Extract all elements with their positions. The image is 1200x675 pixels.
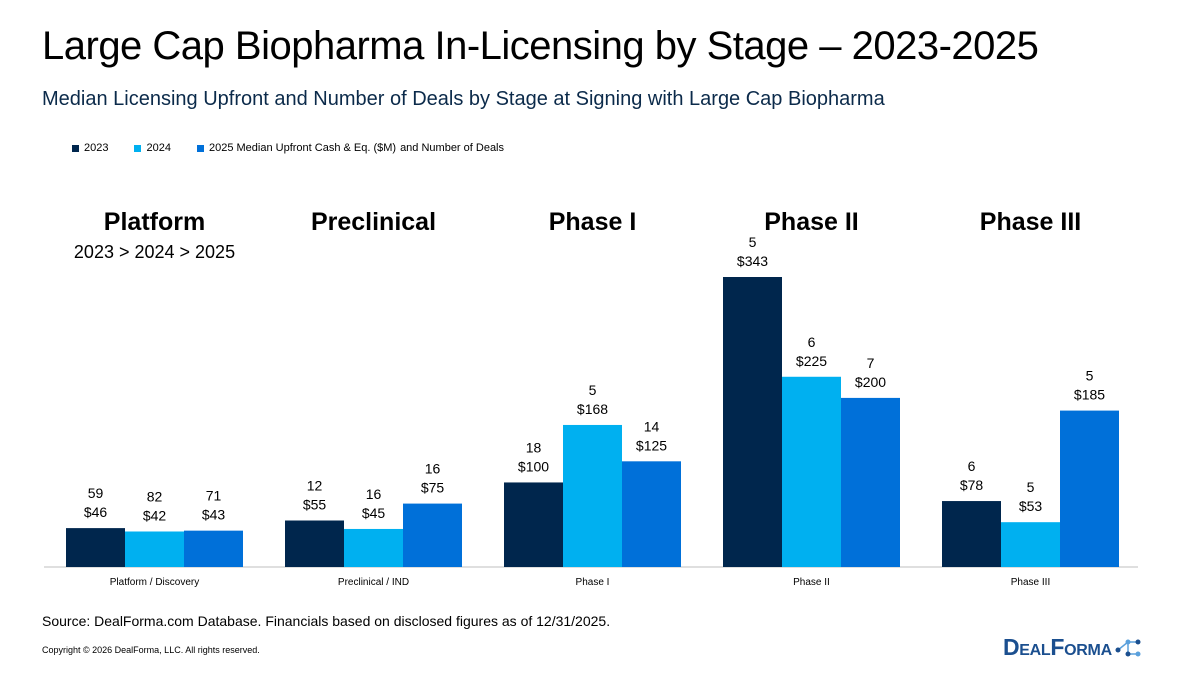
deal-count-label: 71	[206, 488, 222, 504]
dealforma-logo: DealForma	[1003, 634, 1142, 661]
platform-trend-note: 2023 > 2024 > 2025	[74, 242, 235, 262]
value-label: $42	[143, 507, 167, 523]
legend-swatch-2025	[196, 144, 204, 152]
bar-2024	[125, 531, 184, 567]
bar-2023	[723, 277, 782, 567]
bar-2025	[1060, 410, 1119, 567]
x-tick-label: Phase III	[1011, 577, 1050, 588]
deal-count-label: 16	[425, 461, 441, 477]
value-label: $43	[202, 507, 226, 523]
value-label: $200	[855, 374, 886, 390]
value-label: $100	[518, 458, 549, 474]
value-label: $46	[84, 504, 108, 520]
bar-2024	[563, 424, 622, 567]
source-note: Source: DealForma.com Database. Financia…	[42, 613, 611, 629]
value-label: $125	[636, 437, 667, 453]
deal-count-label: 82	[147, 488, 163, 504]
x-tick-label: Platform / Discovery	[110, 577, 199, 588]
deal-count-label: 14	[644, 418, 660, 434]
stage-heading: Phase I	[549, 208, 637, 236]
bar-2024	[1001, 522, 1060, 567]
deal-count-label: 12	[307, 477, 323, 493]
stage-heading: Phase II	[764, 208, 859, 236]
bar-2023	[285, 520, 344, 567]
logo-text: DealForma	[1003, 634, 1112, 660]
legend-item-2023: 2023	[72, 142, 108, 154]
bar-2023	[66, 528, 125, 567]
value-label: $343	[737, 253, 768, 269]
bar-2024	[782, 376, 841, 567]
legend-label-2023: 2023	[84, 142, 109, 154]
stage-heading: Platform	[104, 208, 205, 236]
legend-label-2025: 2025 Median Upfront Cash & Eq. ($M)	[208, 142, 397, 154]
legend: 2023 2024 2025 Median Upfront Cash & Eq.…	[72, 142, 504, 154]
bar-2025	[622, 461, 681, 567]
deal-count-label: 7	[867, 355, 875, 371]
bar-2023	[942, 501, 1001, 567]
legend-item-2025: 2025 Median Upfront Cash & Eq. ($M)	[196, 142, 397, 154]
legend-label-2024: 2024	[146, 142, 171, 154]
value-label: $55	[303, 496, 327, 512]
chart-subtitle: Median Licensing Upfront and Number of D…	[42, 88, 885, 110]
deal-count-label: 6	[968, 458, 976, 474]
x-tick-label: Phase I	[576, 577, 610, 588]
deal-count-label: 5	[589, 382, 597, 398]
bar-2025	[841, 397, 900, 567]
copyright-note: Copyright © 2026 DealForma, LLC. All rig…	[42, 645, 260, 655]
deal-count-label: 5	[749, 234, 757, 250]
value-label: $185	[1074, 387, 1105, 403]
deal-count-label: 16	[366, 486, 382, 502]
deal-count-label: 18	[526, 439, 542, 455]
legend-swatch-2023	[72, 144, 79, 152]
legend-suffix: and Number of Deals	[400, 142, 505, 154]
deal-count-label: 6	[808, 334, 816, 350]
value-label: $75	[421, 480, 445, 496]
deal-count-label: 5	[1086, 368, 1094, 384]
value-label: $225	[796, 353, 827, 369]
x-tick-label: Phase II	[793, 577, 830, 588]
legend-swatch-2024	[134, 144, 142, 152]
stage-heading: Phase III	[980, 208, 1081, 236]
molecule-icon	[1115, 639, 1141, 656]
value-label: $45	[362, 505, 386, 521]
chart-title: Large Cap Biopharma In-Licensing by Stag…	[42, 24, 1039, 68]
value-label: $168	[577, 401, 608, 417]
value-label: $53	[1019, 498, 1043, 514]
bar-2024	[344, 528, 403, 567]
deal-count-label: 5	[1027, 479, 1035, 495]
bar-2025	[184, 530, 243, 567]
legend-item-2024: 2024	[134, 142, 171, 154]
deal-count-label: 59	[88, 485, 104, 501]
stage-heading: Preclinical	[311, 208, 436, 236]
value-label: $78	[960, 477, 984, 493]
x-tick-label: Preclinical / IND	[338, 577, 409, 588]
bar-2023	[504, 482, 563, 567]
bar-2025	[403, 503, 462, 567]
